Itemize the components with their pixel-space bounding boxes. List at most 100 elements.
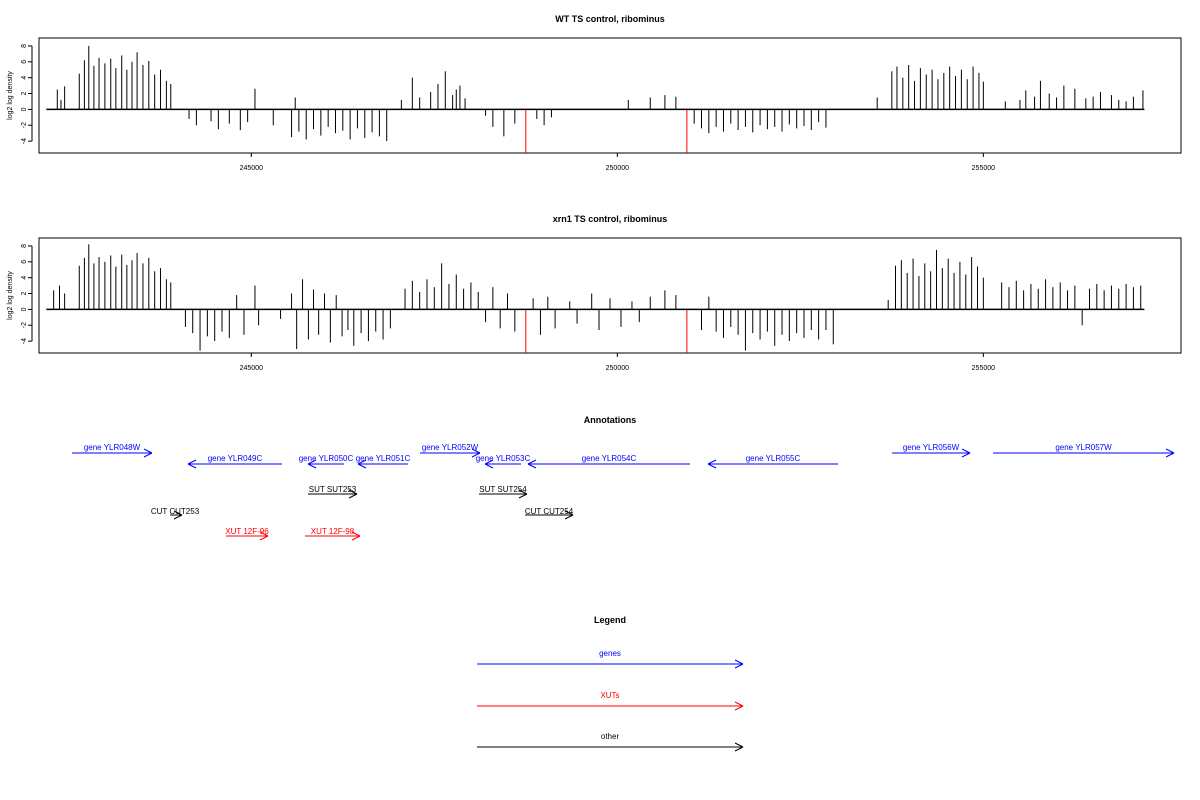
annotation-arrow-head-lower (961, 452, 971, 458)
legend-label: genes (599, 649, 621, 658)
x-axis: 245000 250000 255000 (240, 352, 995, 372)
y-tick-label: 6 (21, 60, 28, 64)
y-tick-label: -4 (21, 138, 28, 144)
y-tick-label: -4 (21, 338, 28, 344)
annotation-arrow-head-lower (351, 535, 361, 541)
annotation-arrow-head-upper (1165, 448, 1175, 454)
annotation-feature: SUT SUT254 (479, 485, 528, 499)
annotation-arrow-head-upper (259, 531, 269, 537)
annotation-feature: gene YLR048W (72, 443, 153, 458)
y-tick-label: 4 (21, 276, 28, 280)
annotation-feature: gene YLR055C (707, 454, 838, 469)
annotation-arrow-head-upper (961, 448, 971, 454)
annotation-arrow-head-upper (348, 489, 358, 495)
legend-arrow-head-lower (734, 663, 744, 669)
annotation-arrow-head-upper (351, 531, 361, 537)
y-tick-label: -2 (21, 322, 28, 328)
annotation-arrow (892, 448, 971, 458)
y-tick-label: 0 (21, 307, 28, 311)
annotation-arrow-head-upper (307, 459, 317, 465)
annotation-arrow (308, 489, 358, 499)
annotations-title: Annotations (584, 415, 637, 425)
annotation-arrow (226, 531, 269, 541)
y-tick-label: 8 (21, 244, 28, 248)
annotation-label: gene YLR053C (476, 454, 531, 463)
annotation-arrow (420, 448, 481, 458)
annotation-label: gene YLR054C (582, 454, 637, 463)
annotation-label: gene YLR055C (746, 454, 801, 463)
track-panel-1: WT TS control, ribominus 8 6 4 2 0 -2 -4 log2 lo… (7, 14, 1182, 172)
legend-label: XUTs (600, 691, 619, 700)
annotation-arrow (307, 459, 344, 469)
y-tick-label: 2 (21, 291, 28, 295)
legend-arrow-head-upper (734, 742, 744, 748)
x-tick-label: 245000 (240, 165, 263, 172)
annotation-arrow-head-lower (518, 493, 528, 499)
annotation-arrow-head-upper (707, 459, 717, 465)
track-panel-2: xrn1 TS control, ribominus 8 6 4 2 0 -2 -4 log2 … (7, 214, 1182, 372)
annotation-label: CUT CUT254 (525, 507, 574, 516)
annotation-arrow-head-lower (187, 463, 197, 469)
annotation-arrow-head-lower (564, 514, 574, 520)
annotation-arrow-head-lower (259, 535, 269, 541)
annotation-label: XUT 12F-96 (225, 527, 269, 536)
annotation-arrow-head-lower (471, 452, 481, 458)
annotation-arrow (72, 448, 153, 458)
annotation-arrow-head-upper (471, 448, 481, 454)
annotation-arrow (357, 459, 408, 469)
y-tick-label: 6 (21, 260, 28, 264)
annotation-arrow (170, 510, 183, 520)
legend-arrow-head-lower (734, 746, 744, 752)
annotation-arrow-head-lower (173, 514, 183, 520)
annotation-label: gene YLR049C (208, 454, 263, 463)
annotations-panel: Annotations gene YLR048W gene YLR049C gene … (72, 415, 1175, 541)
y-axis-label: log2 log density (7, 71, 14, 120)
y-tick-label: 0 (21, 107, 28, 111)
legend-arrow (477, 742, 744, 752)
legend-label: other (601, 732, 620, 741)
legend-item: genes (477, 649, 744, 669)
annotation-arrow-head-lower (143, 452, 153, 458)
legend-arrow (477, 701, 744, 711)
y-axis-label: log2 log density (7, 271, 14, 320)
annotation-label: gene YLR057W (1055, 443, 1112, 452)
annotation-feature: gene YLR053C (476, 454, 531, 469)
x-tick-label: 255000 (972, 365, 995, 372)
annotation-label: gene YLR048W (84, 443, 141, 452)
annotation-arrow-head-upper (187, 459, 197, 465)
annotation-feature: CUT CUT253 (151, 507, 200, 520)
annotation-arrow (484, 459, 521, 469)
annotation-label: gene YLR056W (903, 443, 960, 452)
annotation-feature: SUT SUT253 (308, 485, 358, 499)
annotation-arrow-head-upper (518, 489, 528, 495)
annotation-arrow-head-upper (173, 510, 183, 516)
annotation-arrow (993, 448, 1175, 458)
annotation-label: XUT 12F-98 (311, 527, 355, 536)
annotation-arrow-head-lower (527, 463, 537, 469)
annotation-arrow-head-lower (357, 463, 367, 469)
annotation-label: SUT SUT253 (309, 485, 357, 494)
annotation-feature: gene YLR057W (993, 443, 1175, 458)
annotation-arrow-head-lower (348, 493, 358, 499)
annotation-arrow-head-lower (1165, 452, 1175, 458)
x-tick-label: 250000 (606, 365, 629, 372)
annotation-label: gene YLR052W (422, 443, 479, 452)
annotation-arrow (187, 459, 282, 469)
y-tick-label: -2 (21, 122, 28, 128)
annotation-arrow-head-upper (357, 459, 367, 465)
track-title: xrn1 TS control, ribominus (553, 214, 668, 224)
plot-frame (38, 37, 1182, 154)
annotation-feature: XUT 12F-96 (225, 527, 269, 541)
legend-title: Legend (594, 615, 626, 625)
annotation-feature: gene YLR052W (420, 443, 481, 458)
legend-arrow-head-upper (734, 659, 744, 665)
annotation-feature: gene YLR051C (356, 454, 411, 469)
density-bars (56, 45, 1144, 153)
annotation-arrow-head-upper (564, 510, 574, 516)
plot-frame (38, 237, 1182, 354)
y-tick-label: 8 (21, 44, 28, 48)
annotation-arrow-head-upper (527, 459, 537, 465)
annotation-arrow-head-lower (307, 463, 317, 469)
annotation-feature: gene YLR056W (892, 443, 971, 458)
legend-item: other (477, 732, 744, 752)
